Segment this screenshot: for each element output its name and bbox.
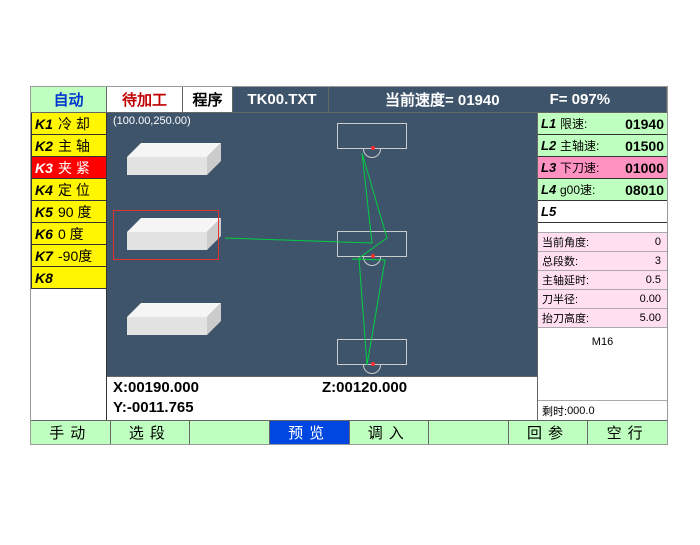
- cnc-panel: 自动 待加工 程序 TK00.TXT 当前速度= 01940 F= 097% K…: [30, 86, 668, 445]
- info-row-2: 主轴延时:0.5: [538, 271, 667, 290]
- soft-button-选段[interactable]: 选段: [111, 421, 191, 444]
- k-button-4[interactable]: K4定 位: [31, 179, 107, 201]
- right-column: L1限速:01940L2主轴速:01500L3下刀速:01000L4g00速:0…: [537, 113, 667, 420]
- status-pending: 待加工: [107, 87, 183, 112]
- k-button-1[interactable]: K1冷 却: [31, 113, 107, 135]
- l-param-2[interactable]: L2主轴速:01500: [538, 135, 667, 157]
- soft-button-预览[interactable]: 预览: [270, 421, 350, 444]
- soft-button-empty-5: [429, 421, 509, 444]
- main-region: K1冷 却K2主 轴K3夹 紧K4定 位K590 度K60 度K7-90度K8 …: [31, 113, 667, 420]
- k-button-7[interactable]: K7-90度: [31, 245, 107, 267]
- soft-button-调入[interactable]: 调入: [350, 421, 430, 444]
- current-speed: 当前速度= 01940: [385, 89, 500, 110]
- l-param-3[interactable]: L3下刀速:01000: [538, 157, 667, 179]
- remaining-time: 剩时: 000.0: [538, 400, 667, 420]
- toolpath-svg: [107, 113, 539, 378]
- z-coord: Z:00120.000: [322, 379, 531, 399]
- k-button-8[interactable]: K8: [31, 267, 107, 289]
- soft-button-回参[interactable]: 回参: [509, 421, 589, 444]
- l-param-5[interactable]: L5: [538, 201, 667, 223]
- program-label: 程序: [183, 87, 233, 112]
- mode-auto[interactable]: 自动: [31, 87, 107, 112]
- k-button-2[interactable]: K2主 轴: [31, 135, 107, 157]
- info-row-0: 当前角度:0: [538, 233, 667, 252]
- k-button-6[interactable]: K60 度: [31, 223, 107, 245]
- m-code: M16: [538, 328, 667, 400]
- l-param-4[interactable]: L4g00速:08010: [538, 179, 667, 201]
- k-button-5[interactable]: K590 度: [31, 201, 107, 223]
- info-row-4: 抬刀高度:5.00: [538, 309, 667, 328]
- l-param-1[interactable]: L1限速:01940: [538, 113, 667, 135]
- preview-canvas[interactable]: (100.00,250.00) X:00190.000 Z:00120.000 …: [107, 113, 537, 420]
- soft-button-空行[interactable]: 空行: [588, 421, 667, 444]
- feed-override: F= 097%: [550, 91, 610, 108]
- info-row-3: 刀半径:0.00: [538, 290, 667, 309]
- info-row-1: 总段数:3: [538, 252, 667, 271]
- k-button-column: K1冷 却K2主 轴K3夹 紧K4定 位K590 度K60 度K7-90度K8: [31, 113, 107, 420]
- k-button-3[interactable]: K3夹 紧: [31, 157, 107, 179]
- y-coord: Y:-0011.765: [113, 399, 322, 419]
- axis-readout: X:00190.000 Z:00120.000 Y:-0011.765: [107, 376, 537, 420]
- soft-button-手动[interactable]: 手动: [31, 421, 111, 444]
- top-bar: 自动 待加工 程序 TK00.TXT 当前速度= 01940 F= 097%: [31, 87, 667, 113]
- bottom-bar: 手动选段 预览调入 回参空行: [31, 420, 667, 444]
- program-file: TK00.TXT: [233, 87, 329, 112]
- soft-button-empty-2: [190, 421, 270, 444]
- x-coord: X:00190.000: [113, 379, 322, 399]
- speed-readout: 当前速度= 01940 F= 097%: [329, 87, 667, 112]
